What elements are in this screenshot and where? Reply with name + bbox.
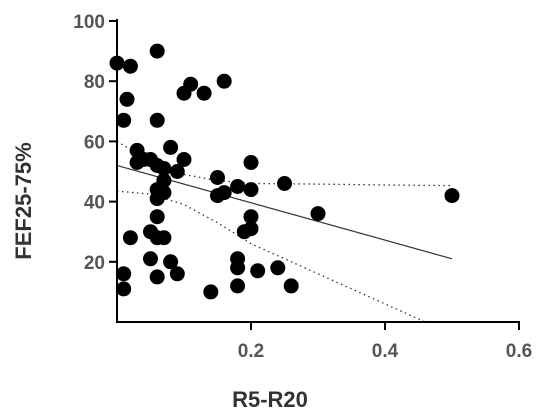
data-point [216,73,232,89]
data-point [277,176,292,191]
data-point [310,206,326,222]
data-point [243,155,259,170]
data-point [163,139,179,155]
y-tick-label: 80 [84,72,105,93]
data-point [169,164,185,179]
x-tick-label: 0.2 [238,341,264,362]
data-point [196,85,212,101]
data-point [119,91,135,107]
data-point [250,263,266,279]
data-point [163,254,179,270]
y-tick-label: 60 [84,132,105,153]
data-point [183,76,199,92]
data-point [116,281,132,297]
data-point [156,173,172,188]
data-point [176,152,192,167]
data-point [169,266,185,282]
data-point [230,278,246,294]
data-point [230,260,246,276]
data-point [149,43,165,59]
data-point [156,230,172,246]
data-point [116,112,132,128]
data-point [230,179,246,194]
data-point [270,260,286,276]
data-point [116,266,132,282]
y-tick-label: 40 [84,193,105,214]
x-tick-label: 0.6 [506,341,532,362]
data-point [143,251,158,267]
data-point [216,185,232,201]
data-point [149,269,165,285]
y-tick-label: 20 [84,253,105,274]
data-point [122,58,138,74]
y-axis-ticks: 20 40 60 80 100 [73,12,117,274]
y-tick-label: 100 [73,12,105,33]
x-axis-ticks: 0.2 0.4 0.6 [238,322,532,362]
data-point [243,182,259,198]
data-point [203,284,219,300]
x-axis-title: R5-R20 [232,387,308,412]
data-point [122,230,138,246]
data-point [149,209,165,225]
confidence-band-lower [117,190,427,322]
data-point [444,188,460,204]
data-point [156,161,172,176]
x-tick-label: 0.4 [372,341,399,362]
data-points [109,43,460,300]
regression-line [117,164,453,260]
data-point [210,170,225,185]
data-point [149,112,165,128]
data-point [243,209,259,225]
y-axis-title: FEF25-75% [11,142,36,259]
data-point [156,185,172,201]
data-point [283,278,299,294]
data-point [243,221,259,237]
